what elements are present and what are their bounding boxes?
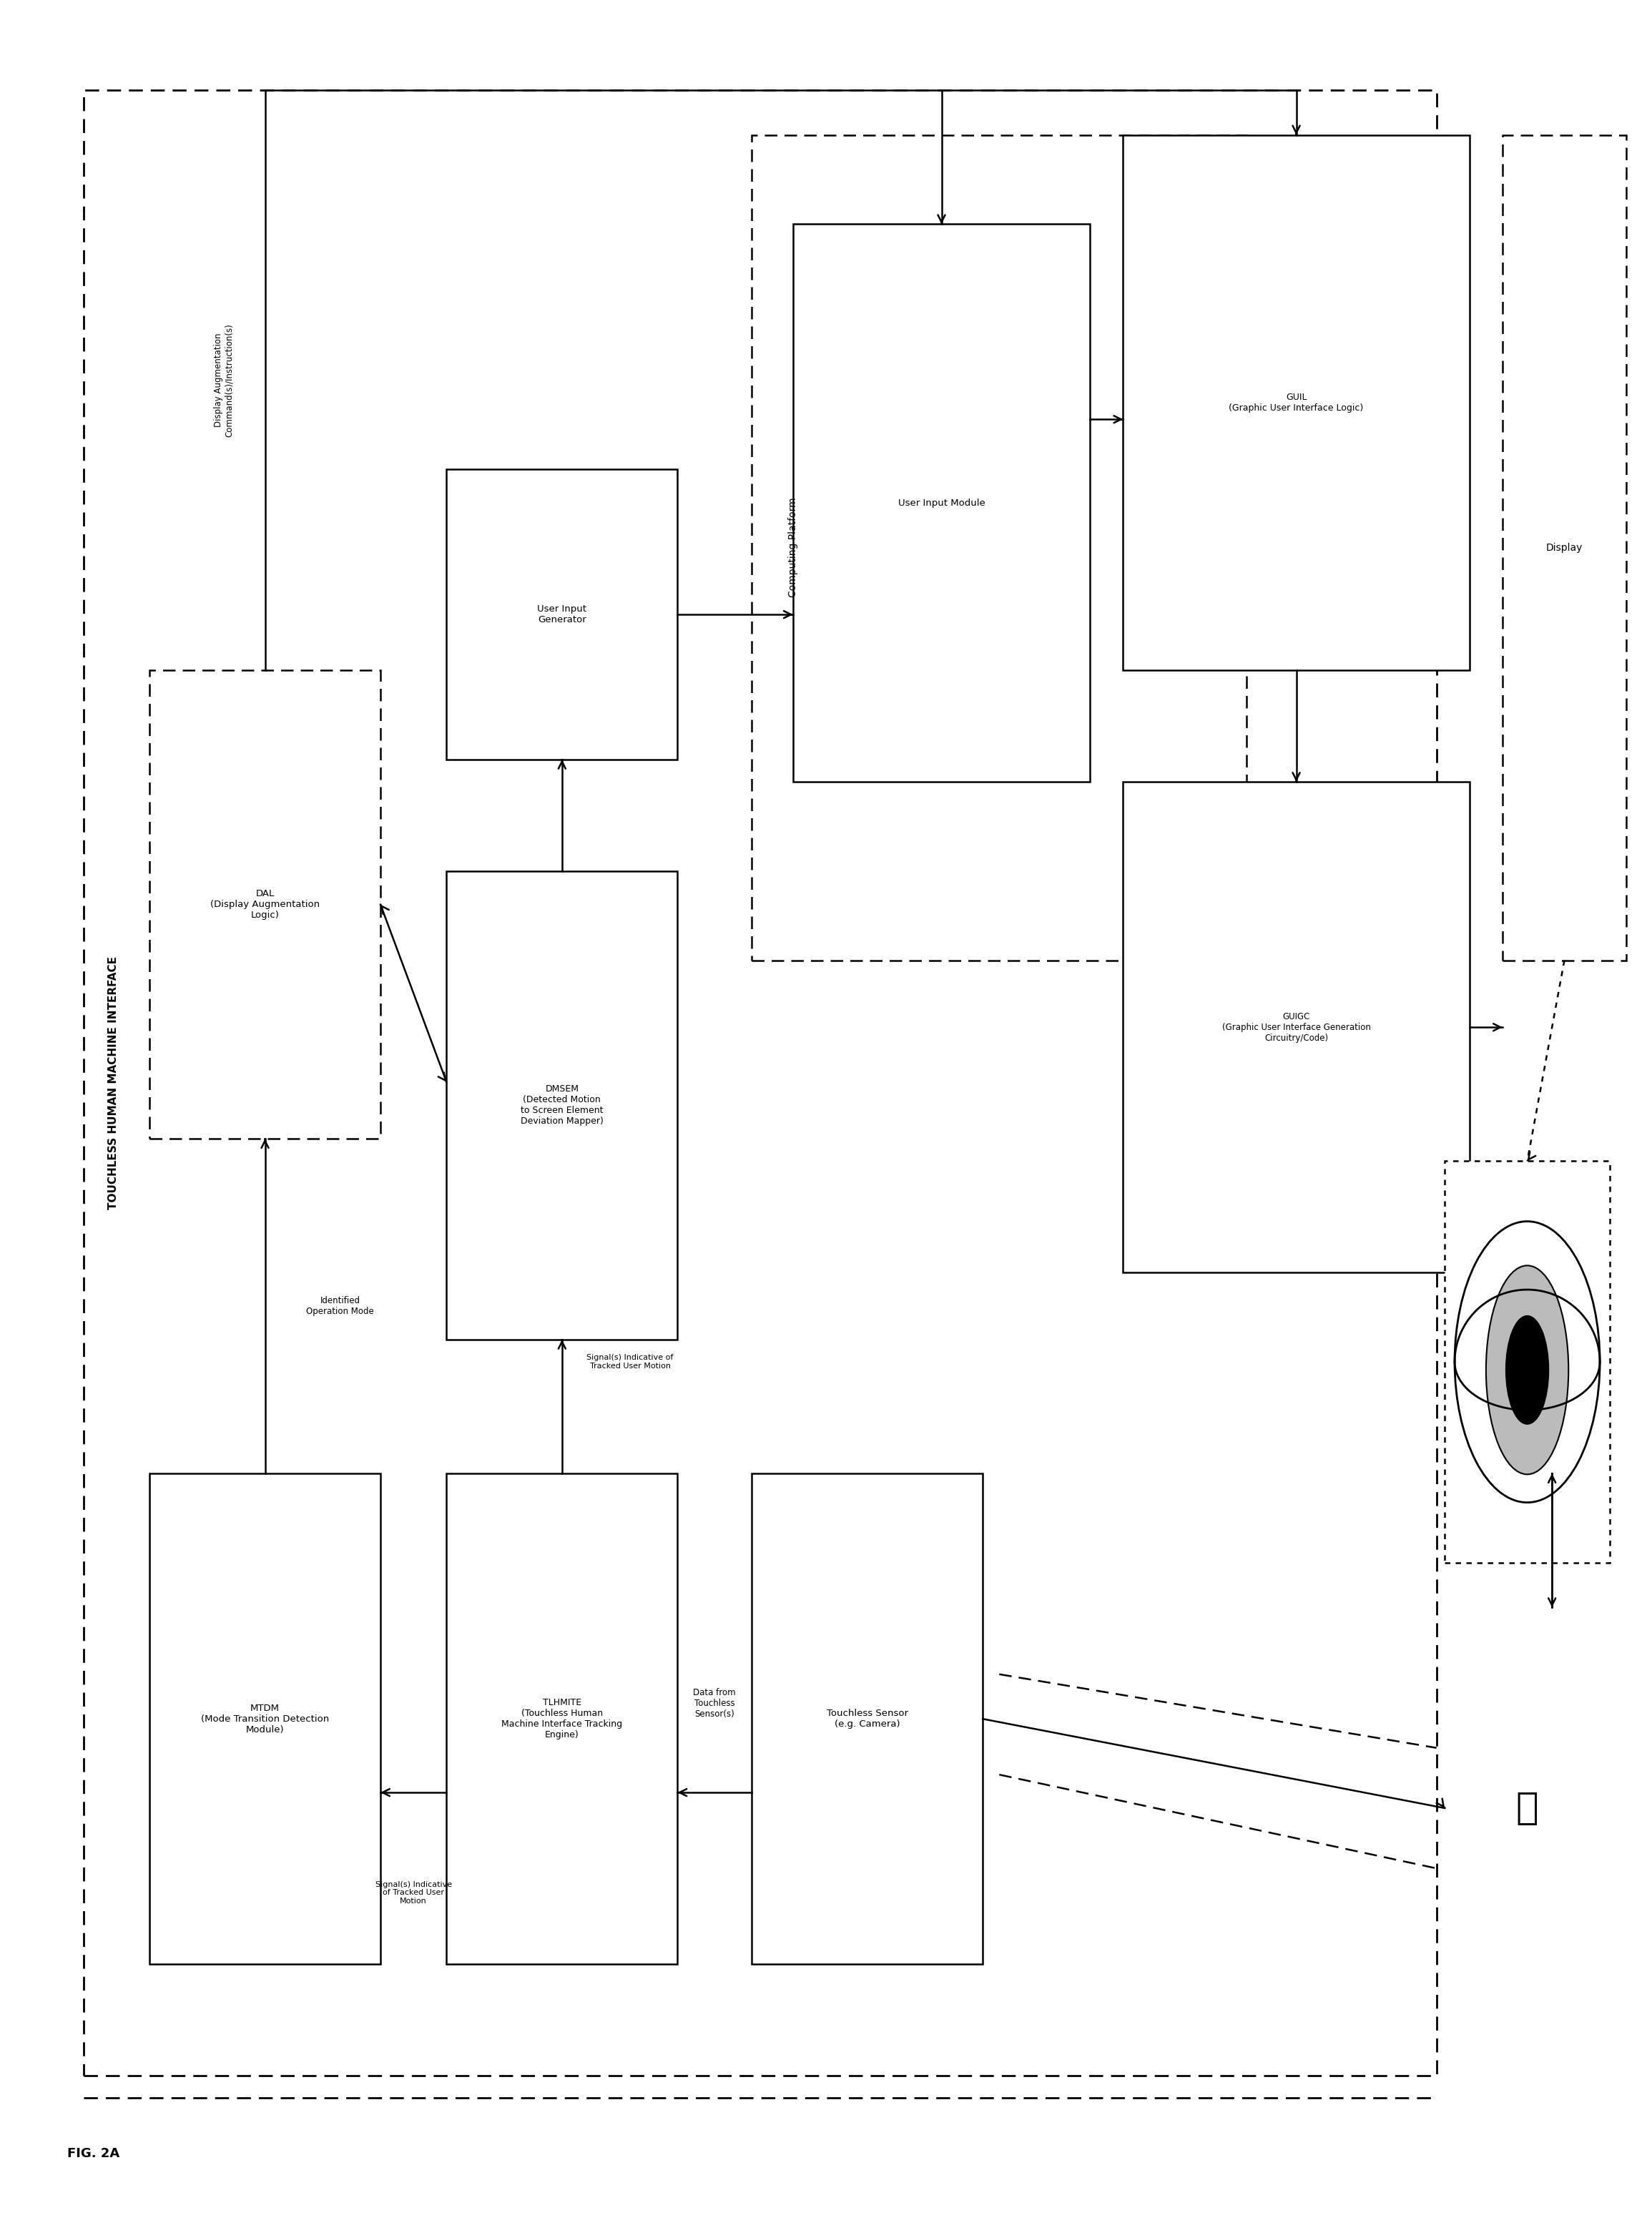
Text: Data from
Touchless
Sensor(s): Data from Touchless Sensor(s): [694, 1688, 735, 1719]
Ellipse shape: [1487, 1266, 1568, 1474]
Text: GUIL
(Graphic User Interface Logic): GUIL (Graphic User Interface Logic): [1229, 393, 1363, 413]
Bar: [446, 469, 677, 759]
Text: Signal(s) Indicative of
Tracked User Motion: Signal(s) Indicative of Tracked User Mot…: [586, 1353, 674, 1369]
Bar: [793, 223, 1090, 782]
Text: Signal(s) Indicative
of Tracked User
Motion: Signal(s) Indicative of Tracked User Mot…: [375, 1880, 451, 1905]
Text: Display: Display: [1546, 543, 1583, 552]
Bar: [1446, 1161, 1609, 1563]
Text: Computing Platform: Computing Platform: [788, 498, 798, 598]
Bar: [149, 670, 380, 1139]
Text: User Input
Generator: User Input Generator: [537, 605, 586, 625]
Text: ✋: ✋: [1517, 1789, 1538, 1827]
Text: User Input Module: User Input Module: [899, 498, 985, 507]
Text: MTDM
(Mode Transition Detection
Module): MTDM (Mode Transition Detection Module): [202, 1704, 329, 1735]
Text: Display Augmentation
Command(s)/Instruction(s): Display Augmentation Command(s)/Instruct…: [213, 324, 233, 438]
Text: DMSEM
(Detected Motion
to Screen Element
Deviation Mapper): DMSEM (Detected Motion to Screen Element…: [520, 1085, 603, 1125]
Text: TOUCHLESS HUMAN MACHINE INTERFACE: TOUCHLESS HUMAN MACHINE INTERFACE: [107, 956, 119, 1210]
Bar: [84, 89, 1437, 2077]
Text: DAL
(Display Augmentation
Logic): DAL (Display Augmentation Logic): [210, 889, 320, 920]
Bar: [149, 1474, 380, 1965]
Bar: [1123, 134, 1470, 670]
Text: Identified
Operation Mode: Identified Operation Mode: [306, 1295, 373, 1315]
Bar: [446, 871, 677, 1340]
Text: GUIGC
(Graphic User Interface Generation
Circuitry/Code): GUIGC (Graphic User Interface Generation…: [1222, 1012, 1371, 1043]
Text: TLHMITE
(Touchless Human
Machine Interface Tracking
Engine): TLHMITE (Touchless Human Machine Interfa…: [502, 1697, 623, 1740]
Bar: [1503, 134, 1626, 960]
Text: Touchless Sensor
(e.g. Camera): Touchless Sensor (e.g. Camera): [826, 1708, 909, 1728]
Ellipse shape: [1507, 1315, 1548, 1425]
Ellipse shape: [1455, 1221, 1599, 1503]
Text: FIG. 2A: FIG. 2A: [68, 2148, 119, 2159]
Bar: [1123, 782, 1470, 1273]
Bar: [752, 134, 1247, 960]
Bar: [752, 1474, 983, 1965]
Bar: [446, 1474, 677, 1965]
